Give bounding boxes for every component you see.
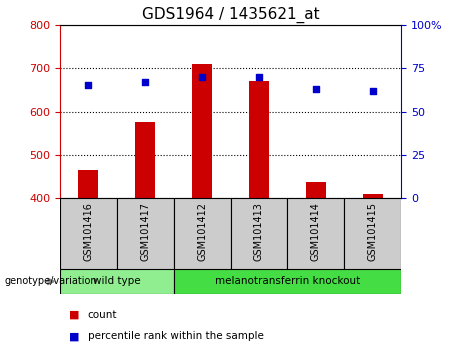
Point (142, 79, 149, 85)
Bar (135, 122, 155, 198)
Point (255, 74, 263, 80)
Text: count: count (88, 310, 117, 320)
Bar (192, 64, 212, 198)
Bar (344, 198, 401, 269)
Point (198, 74, 206, 80)
Bar (78, 170, 98, 198)
Text: GSM101414: GSM101414 (311, 202, 321, 261)
Text: melanotransferrin knockout: melanotransferrin knockout (215, 276, 360, 286)
Text: ■: ■ (69, 310, 80, 320)
Bar (306, 182, 326, 198)
Text: ■: ■ (69, 331, 80, 341)
Point (369, 88, 376, 93)
Text: GSM101413: GSM101413 (254, 202, 264, 261)
Text: percentile rank within the sample: percentile rank within the sample (88, 331, 264, 341)
Bar (174, 269, 401, 294)
Title: GDS1964 / 1435621_at: GDS1964 / 1435621_at (142, 7, 319, 23)
Text: wild type: wild type (93, 276, 141, 286)
Point (312, 86, 319, 92)
Bar (287, 198, 344, 269)
Bar (249, 81, 269, 198)
Bar (230, 198, 287, 269)
Bar (60, 198, 117, 269)
Text: GSM101415: GSM101415 (367, 202, 378, 261)
Text: GSM101417: GSM101417 (140, 202, 150, 261)
Text: GSM101416: GSM101416 (83, 202, 94, 261)
Text: genotype/variation: genotype/variation (5, 276, 97, 286)
Bar (117, 198, 174, 269)
Text: GSM101412: GSM101412 (197, 202, 207, 261)
Bar (363, 194, 383, 198)
Bar (174, 198, 230, 269)
Point (85, 82, 92, 88)
Bar (60, 269, 174, 294)
